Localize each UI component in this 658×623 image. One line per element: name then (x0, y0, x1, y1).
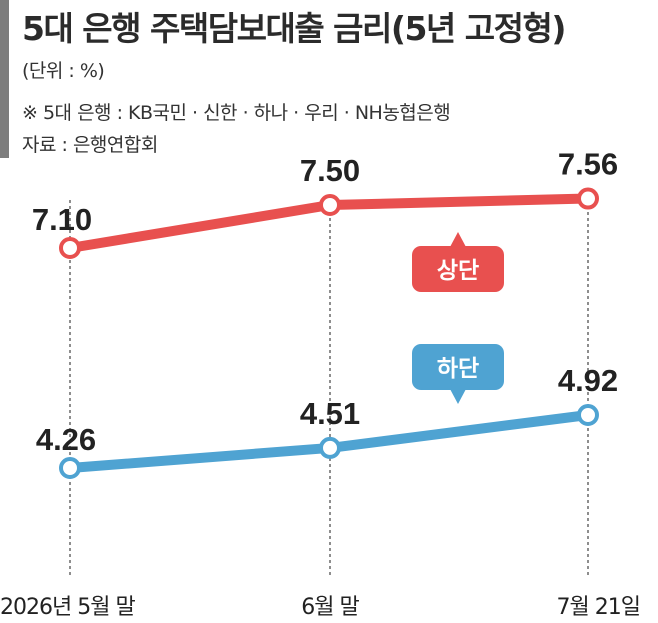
unit-label: (단위 : %) (22, 60, 105, 82)
series-badge-label-1: 상단 (437, 258, 479, 284)
series-badge-box-1 (412, 246, 504, 292)
data-point-2-2 (319, 436, 341, 459)
x-tick-label-2: 6월 말 (301, 595, 359, 620)
series-badge-box-2 (412, 344, 504, 390)
series-badge-label-2: 하단 (437, 356, 479, 382)
data-label-1-1: 7.10 (32, 202, 92, 237)
chart-title: 5대 은행 주택담보대출 금리(5년 고정형) (22, 9, 566, 48)
series-badge-pointer-2 (450, 389, 466, 404)
data-label-1-3: 7.56 (558, 147, 618, 182)
data-point-2-1 (59, 457, 81, 479)
data-label-2-3: 4.92 (558, 363, 618, 398)
data-label-2-1: 4.26 (36, 422, 96, 457)
x-tick-label-3: 7월 21일 (557, 595, 640, 620)
data-point-1-1 (59, 237, 81, 259)
series-badge-pointer-1 (450, 232, 466, 247)
series-badge-1: 상단 (412, 232, 504, 292)
data-point-1-2 (319, 194, 341, 216)
data-point-1-3 (577, 187, 599, 210)
x-tick-label-1: 2026년 5월 말 (0, 595, 135, 620)
source-label: 자료 : 은행연합회 (22, 134, 158, 156)
data-point-2-3 (577, 404, 599, 426)
banks-note: ※ 5대 은행 : KB국민 · 신한 · 하나 · 우리 · NH농협은행 (22, 102, 451, 124)
data-label-1-2: 7.50 (300, 153, 360, 188)
data-label-2-2: 4.51 (300, 396, 360, 431)
series-badge-2: 하단 (412, 344, 504, 404)
title-accent-bar (0, 0, 9, 158)
